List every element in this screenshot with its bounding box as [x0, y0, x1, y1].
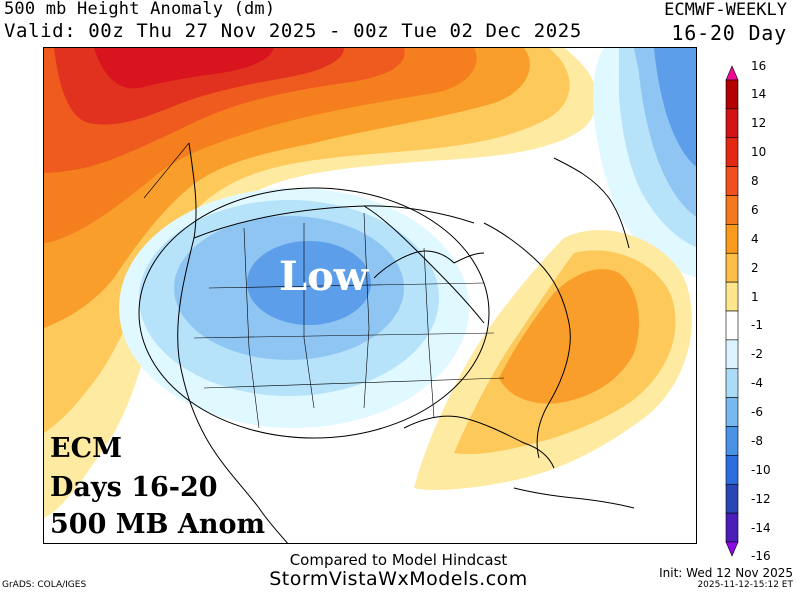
- low-label: Low: [279, 253, 369, 300]
- colorbar-label: -10: [751, 462, 771, 477]
- model-name: ECMWF-WEEKLY: [664, 0, 787, 20]
- colorbar-label: -1: [751, 318, 763, 333]
- colorbar-label: 4: [751, 231, 759, 246]
- colorbar-label: 10: [751, 145, 767, 160]
- colorbar-swatch: [725, 310, 739, 341]
- grads-credit: GrADS: COLA/IGES: [2, 580, 87, 590]
- colorbar-swatches: [725, 65, 739, 557]
- timestamp: 2025-11-12-15:12 ET: [697, 580, 793, 590]
- colorbar-arrow-bottom: [725, 541, 739, 557]
- zero-contour: [138, 187, 490, 439]
- annotation-days: Days 16-20: [50, 472, 218, 503]
- colorbar-label: -2: [751, 347, 763, 362]
- annotation-level: 500 MB Anom: [50, 509, 266, 540]
- colorbar-label: 8: [751, 174, 759, 189]
- colorbar-label: 1: [751, 289, 759, 304]
- colorbar-swatch: [725, 483, 739, 514]
- valid-period: Valid: 00z Thu 27 Nov 2025 - 00z Tue 02 …: [4, 20, 582, 42]
- site-name: StormVistaWxModels.com: [269, 568, 528, 590]
- colorbar-swatch: [725, 252, 739, 283]
- colorbar-swatch: [725, 224, 739, 254]
- colorbar-swatch: [725, 397, 739, 427]
- trough-ne-neg-6: [654, 48, 696, 167]
- colorbar-swatch: [725, 79, 739, 110]
- colorbar-swatch: [725, 455, 739, 485]
- colorbar-label: -12: [751, 491, 771, 506]
- anomaly-map: Low ECM Days 16-20 500 MB Anom: [43, 47, 697, 544]
- annotation-model: ECM: [50, 433, 122, 464]
- colorbar-swatch: [725, 195, 739, 225]
- low-neg-6: [247, 241, 371, 325]
- colorbar-swatch: [725, 512, 739, 543]
- map-title: 500 mb Height Anomaly (dm): [4, 0, 276, 19]
- ridge-pos-14: [94, 48, 274, 89]
- colorbar-label: -16: [751, 549, 771, 563]
- colorbar-label: 2: [751, 260, 759, 275]
- colorbar-label: -14: [751, 520, 771, 535]
- colorbar-label: 16: [751, 58, 767, 73]
- colorbar-swatch: [725, 137, 739, 167]
- colorbar-label: -8: [751, 433, 763, 448]
- state-borders: [143, 142, 505, 429]
- colorbar-swatch: [725, 368, 739, 398]
- se-ridge-pos-4: [499, 269, 639, 404]
- colorbar-label: 14: [751, 87, 767, 102]
- anomaly-field: [44, 48, 696, 543]
- colorbar-label: 12: [751, 116, 767, 131]
- forecast-range: 16-20 Day: [671, 21, 787, 45]
- coastlines: [177, 142, 635, 543]
- colorbar-arrow-top: [725, 65, 739, 81]
- hindcast-note: Compared to Model Hindcast: [289, 551, 508, 569]
- init-time: Init: Wed 12 Nov 2025: [659, 566, 793, 580]
- colorbar-label: -6: [751, 405, 763, 420]
- colorbar-swatch: [725, 281, 739, 312]
- colorbar-swatch: [725, 166, 739, 196]
- colorbar: 16 14 12 10 8 6 4 2 1 -1 -2 -4 -6 -8 -10 -12 -14 -16: [722, 58, 782, 563]
- colorbar-swatch: [725, 339, 739, 370]
- colorbar-swatch: [725, 426, 739, 456]
- colorbar-label: -4: [751, 376, 763, 391]
- colorbar-swatch: [725, 108, 739, 139]
- colorbar-label: 6: [751, 202, 759, 217]
